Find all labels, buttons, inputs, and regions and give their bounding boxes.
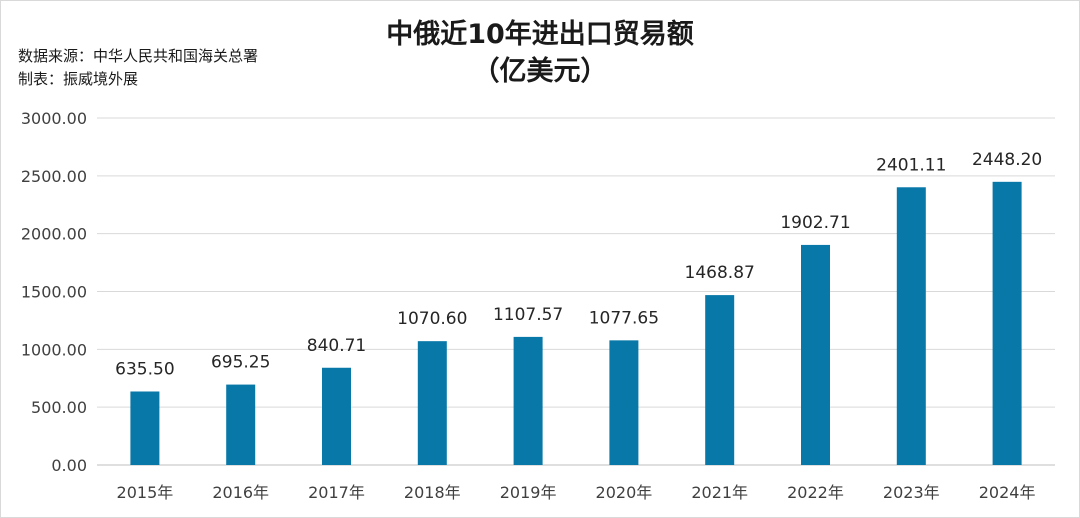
bar bbox=[322, 367, 351, 465]
producer-note: 制表：振威境外展 bbox=[18, 70, 139, 88]
x-tick-label: 2020年 bbox=[596, 483, 653, 502]
data-label: 2401.11 bbox=[876, 155, 946, 175]
y-tick-label: 2500.00 bbox=[21, 167, 87, 186]
bar bbox=[992, 181, 1022, 465]
data-label: 1107.57 bbox=[493, 305, 563, 325]
data-label: 635.50 bbox=[115, 359, 174, 379]
bar bbox=[513, 336, 543, 465]
x-tick-label: 2021年 bbox=[691, 483, 748, 502]
data-label: 1902.71 bbox=[780, 213, 850, 233]
bar bbox=[896, 187, 926, 465]
y-tick-label: 500.00 bbox=[31, 398, 87, 417]
data-label: 2448.20 bbox=[972, 150, 1042, 170]
bar bbox=[417, 341, 447, 465]
y-tick-label: 0.00 bbox=[51, 456, 87, 475]
bar bbox=[226, 384, 256, 465]
chart-subtitle: （亿美元） bbox=[472, 56, 608, 87]
y-tick-label: 2000.00 bbox=[21, 225, 87, 244]
data-label: 1077.65 bbox=[589, 308, 659, 328]
x-tick-label: 2016年 bbox=[212, 483, 269, 502]
data-source-note: 数据来源：中华人民共和国海关总署 bbox=[18, 47, 259, 65]
y-tick-label: 1000.00 bbox=[21, 340, 87, 359]
x-tick-label: 2015年 bbox=[117, 483, 174, 502]
bar bbox=[705, 295, 735, 465]
bar bbox=[130, 391, 160, 465]
data-label: 695.25 bbox=[211, 353, 270, 373]
bar bbox=[609, 340, 639, 465]
bar bbox=[801, 244, 830, 465]
x-tick-label: 2019年 bbox=[500, 483, 557, 502]
chart-title: 中俄近10年进出口贸易额 bbox=[386, 19, 694, 50]
data-label: 1070.60 bbox=[397, 309, 467, 329]
y-tick-label: 3000.00 bbox=[21, 109, 87, 128]
x-tick-label: 2018年 bbox=[404, 483, 461, 502]
y-tick-label: 1500.00 bbox=[21, 283, 87, 302]
x-tick-label: 2017年 bbox=[308, 483, 365, 502]
x-tick-label: 2024年 bbox=[979, 483, 1036, 502]
data-label: 1468.87 bbox=[685, 263, 755, 283]
data-label: 840.71 bbox=[307, 336, 366, 356]
x-tick-label: 2022年 bbox=[787, 483, 844, 502]
x-tick-label: 2023年 bbox=[883, 483, 940, 502]
